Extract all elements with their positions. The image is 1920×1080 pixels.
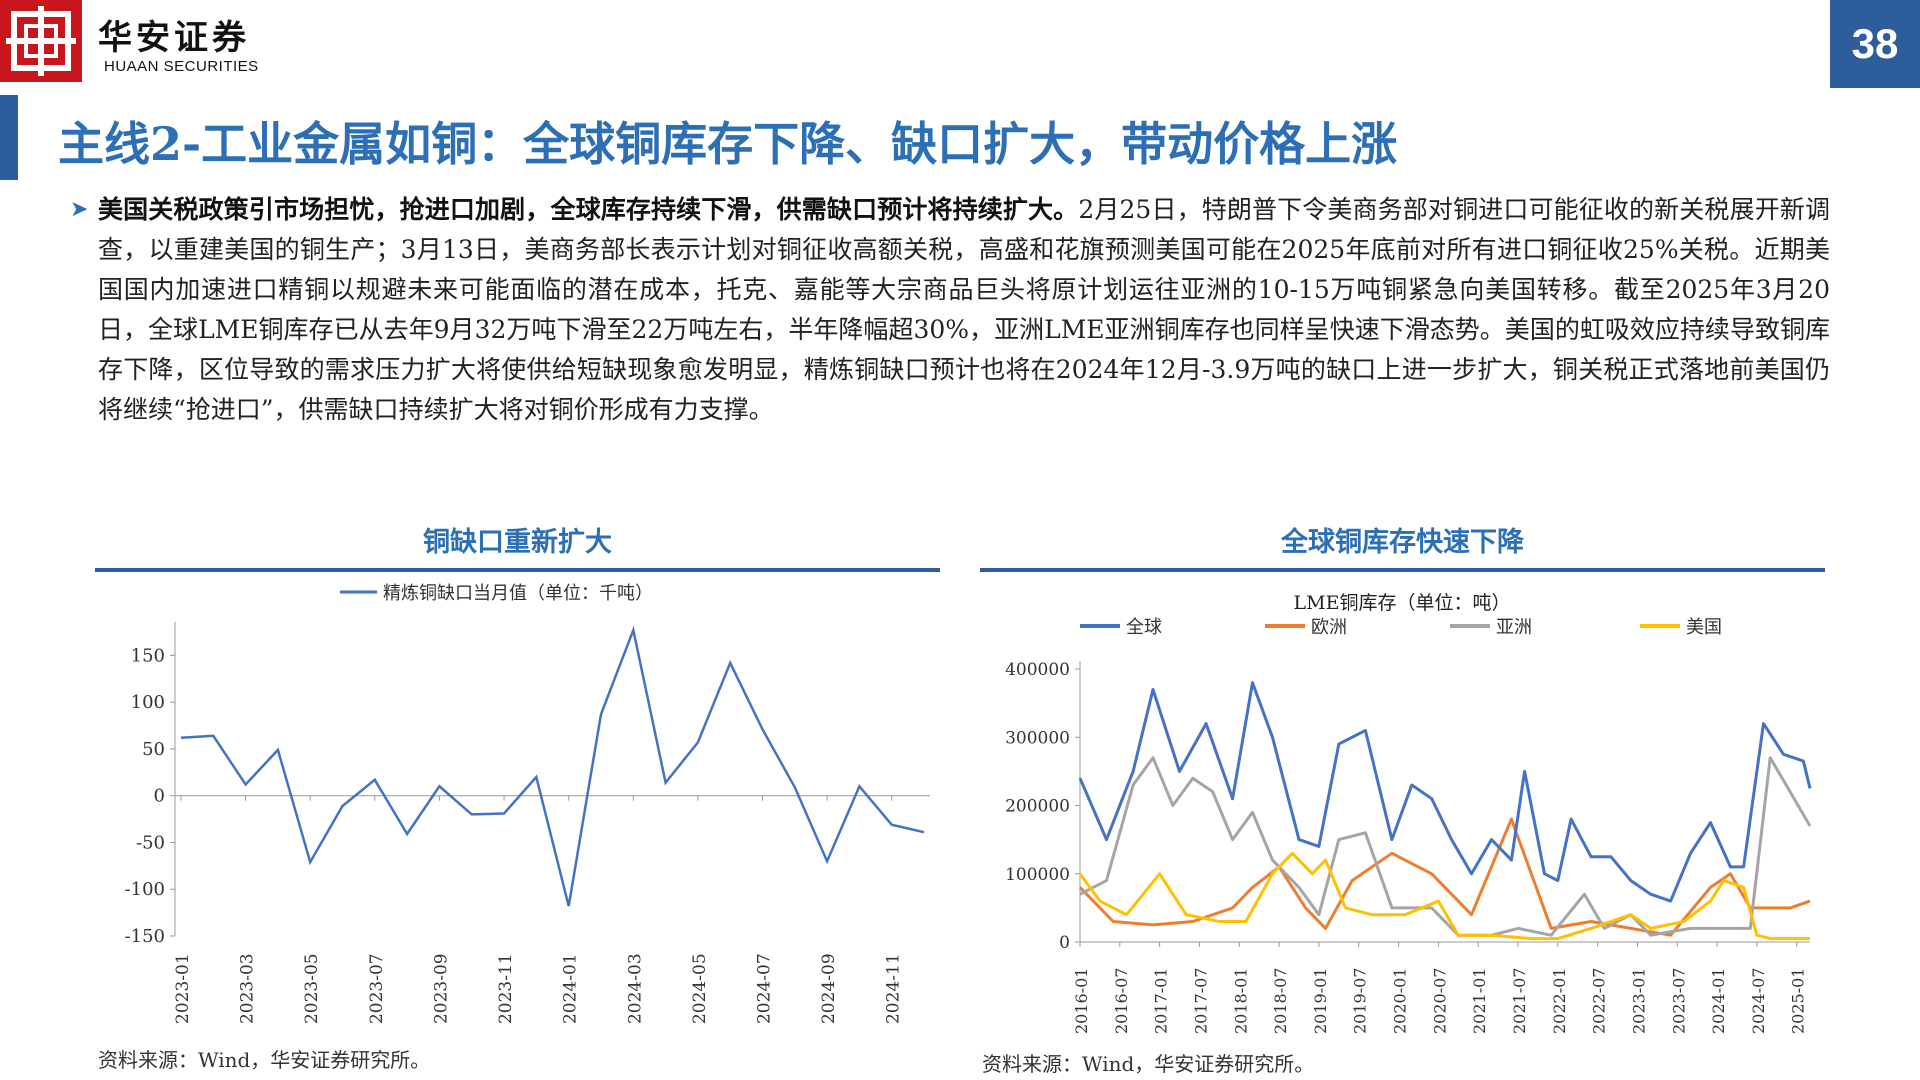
x-tick-label: 2024-03 (625, 953, 645, 1024)
x-tick-label: 2019-07 (1351, 968, 1370, 1034)
x-tick-label: 2023-07 (1669, 968, 1688, 1034)
y-tick-label: 100000 (1005, 865, 1070, 885)
legend-label-1: 欧洲 (1311, 617, 1347, 638)
x-tick-label: 2019-01 (1311, 968, 1330, 1034)
x-tick-label: 2024-11 (884, 953, 904, 1024)
title-accent-bar (0, 95, 18, 180)
x-tick-label: 2023-09 (431, 953, 451, 1024)
x-tick-label: 2023-11 (496, 953, 516, 1024)
x-tick-label: 2018-07 (1271, 968, 1290, 1034)
series-line-2 (1079, 756, 1812, 937)
body-text: 2月25日，特朗普下令美商务部对铜进口可能征收的新关税展开新调查，以重建美国的铜… (98, 195, 1830, 424)
legend-label-3: 美国 (1686, 617, 1722, 638)
x-tick-label: 2022-01 (1550, 968, 1569, 1034)
x-tick-label: 2018-01 (1231, 968, 1250, 1034)
series-line-0 (1078, 681, 1812, 903)
body-lead-bold: 美国关税政策引市场担忧，抢进口加剧，全球库存持续下滑，供需缺口预计将持续扩大。 (98, 195, 1079, 224)
x-tick-label: 2021-01 (1470, 968, 1489, 1034)
x-tick-label: 2024-07 (754, 953, 774, 1024)
x-tick-label: 2016-01 (1072, 968, 1091, 1034)
x-tick-label: 2017-07 (1191, 968, 1210, 1034)
y-tick-label: 400000 (1005, 660, 1070, 680)
x-tick-label: 2023-01 (1629, 968, 1648, 1034)
logo-text-cn: 华安证券 (98, 18, 250, 58)
y-tick-label: -100 (125, 879, 165, 900)
series-line-1 (1078, 817, 1811, 937)
right-chart: LME铜库存（单位：吨） 全球 欧洲 亚洲 美国 400000 300000 200000 10… (1005, 592, 1812, 1034)
y-tick-label: 200000 (1005, 797, 1070, 817)
x-tick-label: 2020-07 (1430, 968, 1449, 1034)
legend-label-gap: 精炼铜缺口当月值（单位：千吨） (383, 583, 653, 604)
series-line-3 (1078, 851, 1810, 941)
body-content: 美国关税政策引市场担忧，抢进口加剧，全球库存持续下滑，供需缺口预计将持续扩大。2… (98, 190, 1830, 430)
y-tick-label: 150 (131, 645, 165, 666)
y-tick-label: 0 (154, 786, 165, 807)
logo-icon (6, 6, 76, 76)
x-tick-label: 2025-01 (1789, 968, 1808, 1034)
x-tick-label: 2024-09 (819, 953, 839, 1024)
x-tick-label: 2020-01 (1391, 968, 1410, 1034)
y-tick-label: -150 (125, 926, 165, 947)
x-tick-label: 2024-01 (561, 953, 581, 1024)
right-chart-source: 资料来源：Wind，华安证券研究所。 (982, 1052, 1315, 1076)
logo-mark (0, 0, 82, 82)
legend-label-0: 全球 (1126, 617, 1162, 638)
y-tick-label: -50 (136, 832, 165, 853)
chart-inner-title: LME铜库存（单位：吨） (1294, 592, 1511, 614)
x-tick-label: 2023-07 (367, 953, 387, 1024)
x-tick-label: 2024-07 (1749, 968, 1768, 1034)
y-tick-label: 0 (1059, 933, 1070, 953)
series-line-gap (180, 625, 925, 907)
x-tick-label: 2023-03 (238, 953, 258, 1024)
page-number: 38 (1830, 0, 1920, 88)
x-tick-label: 2023-05 (302, 953, 322, 1024)
x-tick-label: 2024-05 (690, 953, 710, 1024)
x-tick-label: 2022-07 (1590, 968, 1609, 1034)
left-chart-source: 资料来源：Wind，华安证券研究所。 (98, 1048, 431, 1072)
left-chart: 精炼铜缺口当月值（单位：千吨） 150 100 50 0 -50 -100 -150 2023-… (125, 583, 930, 1024)
page-title: 主线2-工业金属如铜：全球铜库存下降、缺口扩大，带动价格上涨 (58, 117, 1398, 171)
y-tick-label: 50 (142, 739, 165, 760)
x-tick-label: 2016-07 (1112, 968, 1131, 1034)
y-tick-label: 300000 (1005, 728, 1070, 748)
x-tick-label: 2024-01 (1709, 968, 1728, 1034)
x-tick-label: 2023-01 (173, 953, 193, 1024)
y-tick-label: 100 (131, 692, 165, 713)
legend-label-2: 亚洲 (1496, 617, 1532, 638)
right-chart-rule (980, 568, 1825, 572)
logo-text-en: HUAAN SECURITIES (104, 58, 259, 75)
left-chart-rule (95, 568, 940, 572)
triangle-bullet-icon: ➤ (70, 197, 89, 222)
body-paragraph: ➤ 美国关税政策引市场担忧，抢进口加剧，全球库存持续下滑，供需缺口预计将持续扩大… (70, 190, 1830, 430)
x-tick-label: 2021-07 (1510, 968, 1529, 1034)
x-tick-label: 2017-01 (1152, 968, 1171, 1034)
right-chart-title: 全球铜库存快速下降 (1281, 527, 1524, 558)
left-chart-title: 铜缺口重新扩大 (423, 527, 612, 558)
